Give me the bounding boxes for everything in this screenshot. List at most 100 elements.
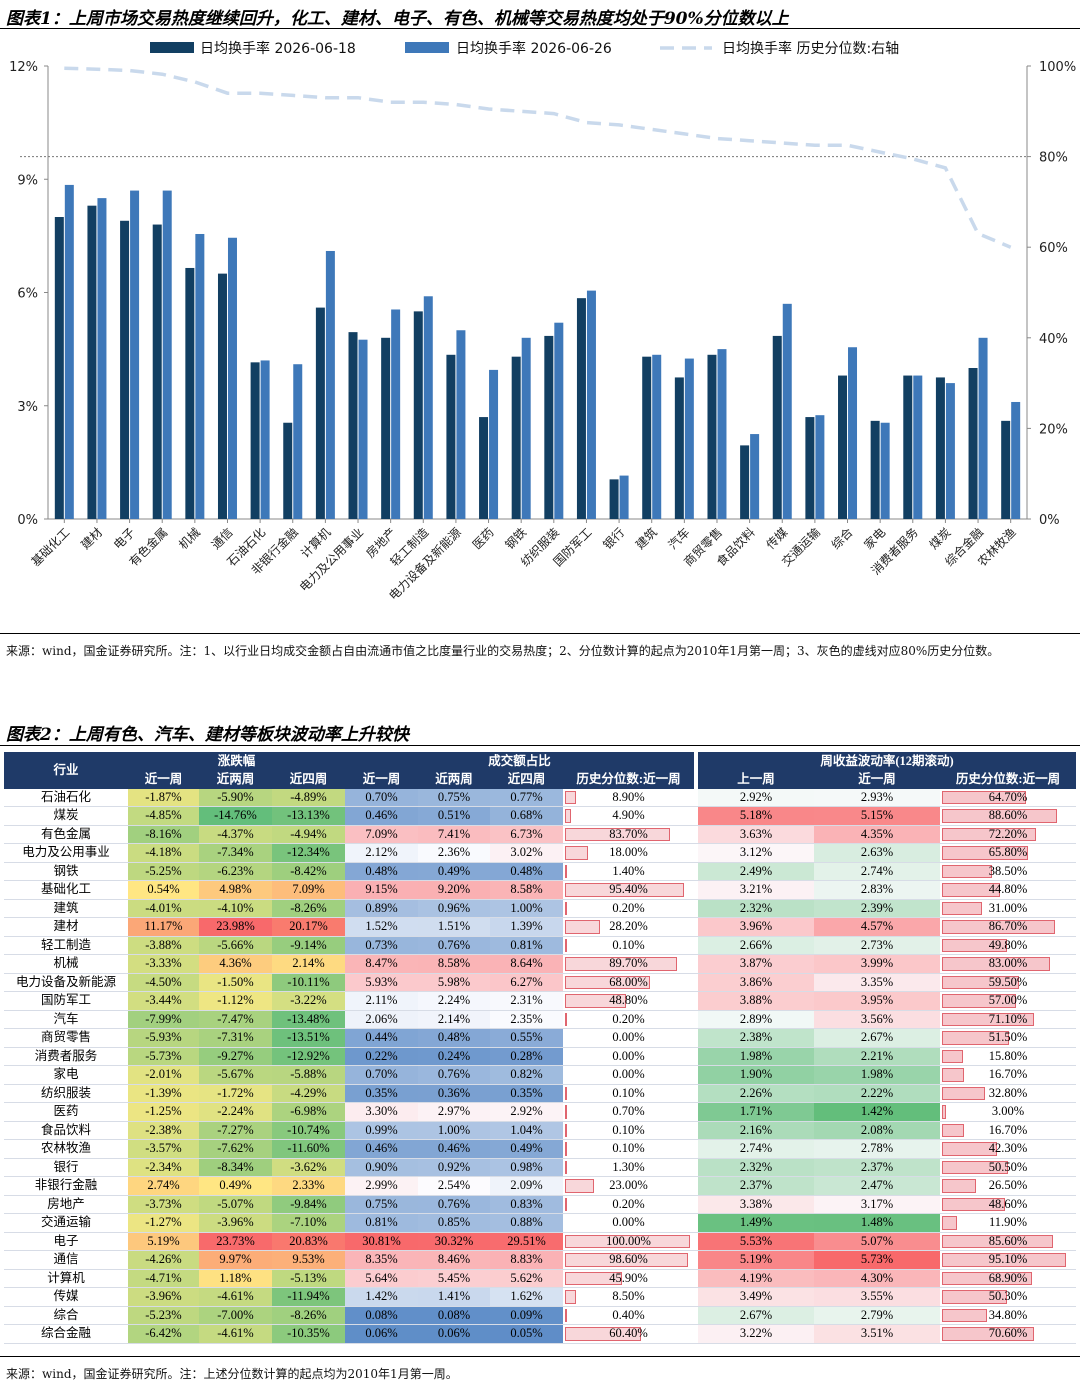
turnover-cell: 2.11% — [345, 991, 418, 1010]
percentile-databar — [565, 1290, 576, 1304]
percentile-databar — [942, 957, 1050, 971]
percentile-value: 50.50% — [988, 1159, 1028, 1174]
bar-2026-06-18 — [120, 220, 130, 519]
bar-2026-06-26 — [815, 415, 825, 519]
percentile-databar — [942, 1086, 985, 1100]
table-row: 机械 -3.33% 4.36% 2.14% 8.47% 8.58% 8.64% 89.70% 3… — [4, 954, 1076, 973]
vol-cell: 2.74% — [698, 1139, 814, 1158]
vol-cell: 2.32% — [698, 1158, 814, 1177]
column-gap — [694, 1324, 698, 1343]
change-cell: -5.07% — [199, 1195, 272, 1214]
header-vol-group: 周收益波动率(12期滚动) — [698, 752, 1076, 771]
turnover-cell: 1.04% — [490, 1121, 563, 1140]
change-cell: -2.24% — [199, 1102, 272, 1121]
turnover-cell: 0.90% — [345, 1158, 418, 1177]
vol-cell: 1.71% — [698, 1102, 814, 1121]
table-row: 汽车 -7.99% -7.47% -13.48% 2.06% 2.14% 2.35% 0.20… — [4, 1010, 1076, 1029]
vol-percentile-cell: 70.60% — [940, 1324, 1076, 1343]
vol-percentile-cell: 3.00% — [940, 1102, 1076, 1121]
percentile-databar — [942, 1160, 1008, 1174]
column-gap — [694, 862, 698, 881]
left-tick-label: 9% — [17, 173, 38, 188]
industry-name: 电子 — [4, 1232, 128, 1251]
turnover-percentile-cell: 60.40% — [563, 1324, 694, 1343]
industry-name: 综合 — [4, 1306, 128, 1325]
bar-2026-06-26 — [652, 354, 662, 519]
table-row: 煤炭 -4.85% -14.76% -13.13% 0.46% 0.51% 0.68% 4.9… — [4, 806, 1076, 825]
percentile-value: 0.00% — [612, 1048, 645, 1063]
vol-cell: 1.98% — [814, 1065, 940, 1084]
turnover-percentile-cell: 0.10% — [563, 1084, 694, 1103]
right-tick-label: 100% — [1039, 60, 1076, 75]
turnover-cell: 0.70% — [345, 1065, 418, 1084]
change-cell: -4.37% — [199, 825, 272, 844]
change-cell: -12.34% — [272, 843, 345, 862]
percentile-databar — [565, 1308, 567, 1322]
vol-cell: 2.47% — [814, 1176, 940, 1195]
turnover-cell: 0.81% — [345, 1213, 418, 1232]
change-cell: -13.51% — [272, 1028, 345, 1047]
turnover-cell: 0.81% — [490, 936, 563, 955]
bar-2026-06-26 — [162, 190, 172, 519]
change-cell: -4.01% — [128, 899, 199, 918]
turnover-cell: 2.35% — [490, 1010, 563, 1029]
percentile-value: 28.20% — [609, 919, 648, 933]
column-gap — [694, 917, 698, 936]
percentile-value: 4.90% — [612, 808, 645, 822]
change-cell: 5.19% — [128, 1232, 199, 1251]
bar-2026-06-26 — [848, 347, 858, 519]
industry-name: 国防军工 — [4, 991, 128, 1010]
vol-percentile-cell: 83.00% — [940, 954, 1076, 973]
turnover-percentile-cell: 0.00% — [563, 1028, 694, 1047]
percentile-value: 1.40% — [612, 863, 645, 878]
turnover-cell: 0.06% — [418, 1324, 490, 1343]
vol-percentile-cell: 59.50% — [940, 973, 1076, 992]
turnover-cell: 2.99% — [345, 1176, 418, 1195]
percentile-databar — [942, 1216, 958, 1230]
table-row: 综合 -5.23% -7.00% -8.26% 0.08% 0.08% 0.09% 0.40%… — [4, 1306, 1076, 1325]
bar-2026-06-18 — [544, 335, 554, 519]
turnover-cell: 1.00% — [418, 1121, 490, 1140]
turnover-percentile-cell: 83.70% — [563, 825, 694, 844]
vol-cell: 3.22% — [698, 1324, 814, 1343]
percentile-databar — [942, 883, 1001, 897]
change-cell: 1.18% — [199, 1269, 272, 1288]
table-row: 轻工制造 -3.88% -5.66% -9.14% 0.73% 0.76% 0.81% 0.1… — [4, 936, 1076, 955]
vol-percentile-cell: 51.50% — [940, 1028, 1076, 1047]
percentile-value: 49.80% — [988, 937, 1028, 952]
column-gap — [694, 1102, 698, 1121]
turnover-percentile-cell: 1.30% — [563, 1158, 694, 1177]
subheader-col-9: 近一周 — [814, 771, 940, 789]
turnover-percentile-cell: 23.00% — [563, 1176, 694, 1195]
bar-2026-06-18 — [54, 217, 64, 519]
right-tick-label: 20% — [1039, 422, 1068, 437]
percentile-databar — [565, 846, 588, 860]
column-gap — [694, 973, 698, 992]
change-cell: -4.50% — [128, 973, 199, 992]
table-row: 基础化工 0.54% 4.98% 7.09% 9.15% 9.20% 8.58% 95.40%… — [4, 880, 1076, 899]
change-cell: 4.36% — [199, 954, 272, 973]
percentile-databar — [942, 846, 1028, 860]
turnover-percentile-cell: 8.90% — [563, 788, 694, 807]
vol-cell: 2.63% — [814, 843, 940, 862]
column-gap — [694, 1065, 698, 1084]
bar-2026-06-18 — [838, 375, 848, 519]
table-row: 家电 -2.01% -5.67% -5.88% 0.70% 0.76% 0.82% 0.00%… — [4, 1065, 1076, 1084]
column-gap — [694, 1028, 698, 1047]
vol-cell: 2.66% — [698, 936, 814, 955]
table-row: 银行 -2.34% -8.34% -3.62% 0.90% 0.92% 0.98% 1.30%… — [4, 1158, 1076, 1177]
figure1-bottom-rule — [0, 633, 1080, 634]
bar-2026-06-18 — [87, 205, 97, 520]
percentile-value: 0.70% — [612, 1104, 645, 1118]
turnover-percentile-cell: 0.10% — [563, 936, 694, 955]
percentile-value: 95.40% — [609, 882, 648, 896]
turnover-cell: 0.51% — [418, 806, 490, 825]
change-cell: -1.12% — [199, 991, 272, 1010]
turnover-cell: 0.46% — [418, 1139, 490, 1158]
bar-2026-06-26 — [325, 250, 335, 519]
turnover-cell: 3.30% — [345, 1102, 418, 1121]
percentile-value: 64.70% — [988, 789, 1028, 804]
percentile-databar — [942, 1308, 988, 1322]
turnover-cell: 5.98% — [418, 973, 490, 992]
percentile-value: 31.00% — [988, 900, 1028, 915]
